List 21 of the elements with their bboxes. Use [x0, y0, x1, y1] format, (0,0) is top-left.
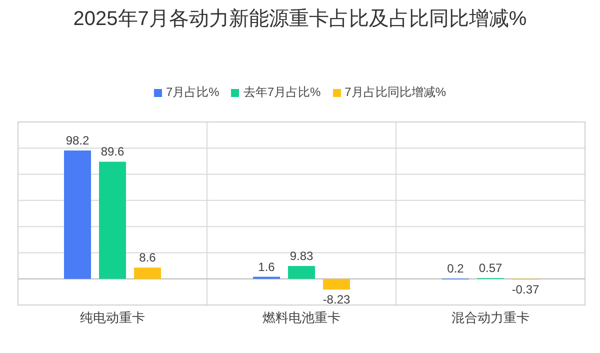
x-tick-label: 混合动力重卡 — [452, 310, 530, 325]
data-label: 0.57 — [478, 261, 502, 276]
bar — [64, 150, 91, 279]
bar — [323, 278, 350, 290]
x-tick-label: 燃料电池重卡 — [262, 310, 340, 325]
data-label: 0.2 — [447, 262, 464, 276]
data-label: 9.83 — [290, 249, 314, 264]
bar — [288, 266, 315, 279]
legend-label: 7月占比同比增减% — [344, 84, 446, 101]
x-tick-label: 纯电动重卡 — [80, 310, 145, 325]
bar — [99, 162, 126, 279]
data-label: -0.37 — [512, 282, 540, 296]
data-label: 89.6 — [100, 144, 124, 159]
legend-label: 7月占比% — [164, 84, 220, 101]
data-label: 8.6 — [139, 250, 156, 265]
chart-title: 2025年7月各动力新能源重卡占比及占比同比增减% — [72, 7, 528, 32]
data-label: -8.23 — [322, 292, 350, 307]
data-label: 98.2 — [66, 133, 90, 148]
data-label: 1.6 — [258, 260, 276, 274]
legend-label: 去年7月占比% — [242, 84, 321, 101]
bar — [134, 268, 161, 279]
